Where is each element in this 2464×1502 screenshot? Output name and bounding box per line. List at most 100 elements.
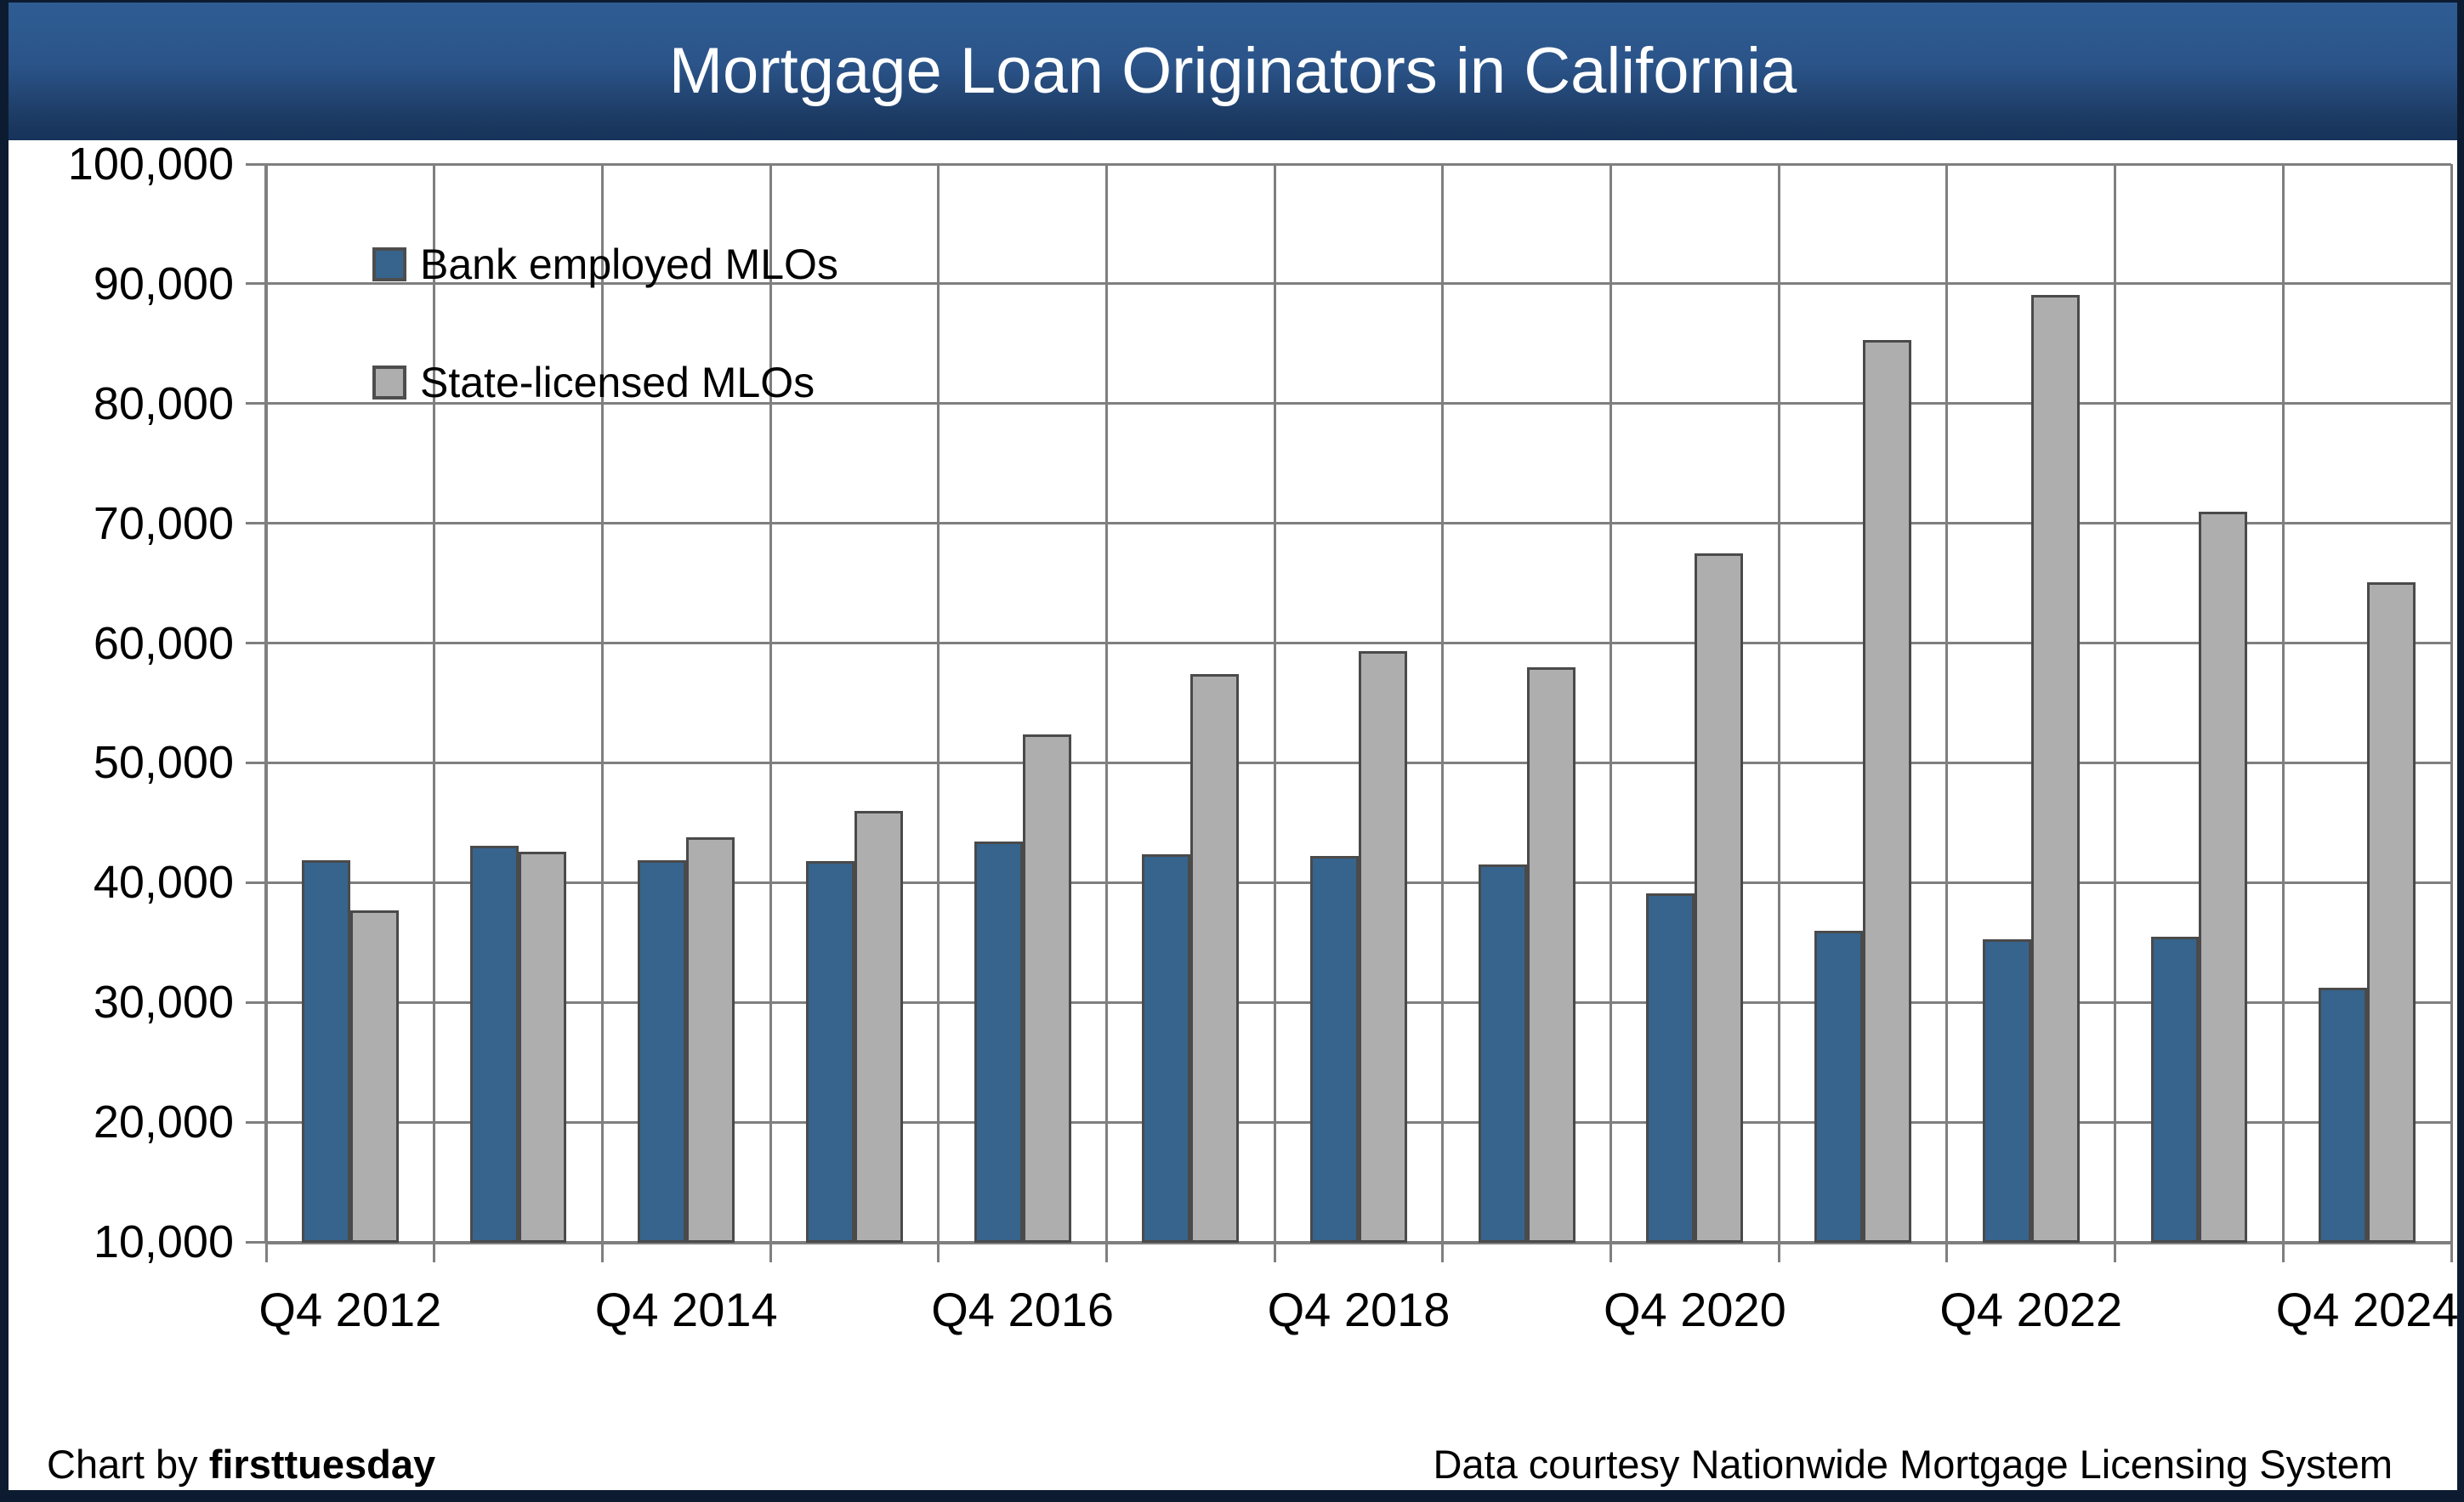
bar-bank-employed-mlos-q4-2022 (1982, 938, 2031, 1243)
bar-state-licensed-mlos-q4-2013 (518, 851, 567, 1243)
bar-state-licensed-mlos-q4-2012 (349, 910, 399, 1243)
bar-bank-employed-mlos-q4-2019 (1478, 864, 1527, 1243)
footer-brand: firsttuesday (208, 1442, 436, 1487)
legend-swatch-state-licensed-mlos (372, 366, 406, 400)
y-tick-80000 (246, 402, 266, 405)
gridline-v-3 (769, 164, 772, 1242)
legend-item-bank-employed-mlos: Bank employed MLOs (372, 240, 838, 289)
bar-bank-employed-mlos-q4-2012 (301, 859, 350, 1243)
x-tick-0 (264, 1242, 268, 1262)
bar-bank-employed-mlos-q4-2018 (1310, 856, 1359, 1243)
y-tick-100000 (246, 162, 266, 166)
bar-state-licensed-mlos-q4-2023 (2199, 511, 2248, 1243)
bar-state-licensed-mlos-q4-2016 (1022, 734, 1071, 1243)
y-axis-label-40000: 40,000 (93, 857, 234, 909)
x-tick-9 (1777, 1242, 1780, 1262)
x-tick-4 (937, 1242, 940, 1262)
footer-attribution: Chart by firsttuesday (47, 1441, 435, 1488)
x-tick-3 (769, 1242, 772, 1262)
bar-bank-employed-mlos-q4-2020 (1646, 893, 1695, 1243)
x-axis-line (266, 1241, 2451, 1244)
gridline-v-5 (1104, 164, 1108, 1242)
x-axis-label-q4-2020: Q4 2020 (1603, 1283, 1786, 1336)
x-tick-13 (2450, 1242, 2453, 1262)
bar-bank-employed-mlos-q4-2017 (1142, 853, 1191, 1243)
legend-label-bank-employed-mlos: Bank employed MLOs (420, 241, 838, 288)
y-tick-30000 (246, 1000, 266, 1004)
bar-bank-employed-mlos-q4-2016 (974, 842, 1023, 1243)
y-tick-60000 (246, 642, 266, 645)
gridline-v-8 (1610, 164, 1613, 1242)
gridline-v-2 (600, 164, 604, 1242)
y-axis-label-30000: 30,000 (93, 977, 234, 1029)
bar-state-licensed-mlos-q4-2019 (1526, 666, 1575, 1243)
x-tick-8 (1610, 1242, 1613, 1262)
legend-item-state-licensed-mlos: State-licensed MLOs (372, 358, 815, 407)
chart-header-banner: Mortgage Loan Originators in California (9, 3, 2457, 140)
gridline-v-13 (2450, 164, 2453, 1242)
footer-attribution-prefix: Chart by (47, 1442, 209, 1487)
gridline-h-70000 (266, 522, 2451, 525)
x-tick-11 (2114, 1242, 2117, 1262)
gridline-v-4 (937, 164, 940, 1242)
legend-label-state-licensed-mlos: State-licensed MLOs (420, 359, 815, 406)
x-axis-label-q4-2024: Q4 2024 (2275, 1283, 2459, 1336)
gridline-v-12 (2281, 164, 2285, 1242)
bar-bank-employed-mlos-q4-2013 (469, 845, 519, 1243)
x-tick-7 (1441, 1242, 1445, 1262)
gridline-h-100000 (266, 162, 2451, 166)
x-tick-10 (1945, 1242, 1949, 1262)
gridline-h-90000 (266, 282, 2451, 286)
gridline-h-80000 (266, 402, 2451, 405)
gridline-v-6 (1273, 164, 1276, 1242)
y-axis-label-50000: 50,000 (93, 737, 234, 789)
bar-bank-employed-mlos-q4-2014 (638, 859, 687, 1243)
bar-state-licensed-mlos-q4-2022 (2030, 294, 2080, 1243)
gridline-v-1 (433, 164, 436, 1242)
bar-state-licensed-mlos-q4-2024 (2367, 581, 2416, 1243)
bar-bank-employed-mlos-q4-2021 (1814, 930, 1864, 1243)
x-tick-5 (1104, 1242, 1108, 1262)
y-tick-10000 (246, 1240, 266, 1244)
y-tick-70000 (246, 522, 266, 525)
chart-title: Mortgage Loan Originators in California (668, 35, 1797, 107)
y-tick-20000 (246, 1120, 266, 1124)
y-tick-50000 (246, 761, 266, 764)
gridline-v-7 (1441, 164, 1445, 1242)
y-tick-40000 (246, 881, 266, 884)
legend-swatch-bank-employed-mlos (372, 247, 406, 281)
bar-state-licensed-mlos-q4-2018 (1359, 651, 1407, 1243)
bar-bank-employed-mlos-q4-2024 (2319, 988, 2368, 1243)
x-axis-label-q4-2012: Q4 2012 (258, 1283, 442, 1336)
gridline-v-10 (1945, 164, 1949, 1242)
gridline-v-11 (2114, 164, 2117, 1242)
x-axis-label-q4-2022: Q4 2022 (1939, 1283, 2123, 1336)
y-axis-label-10000: 10,000 (93, 1216, 234, 1267)
y-axis-label-80000: 80,000 (93, 377, 234, 429)
bar-state-licensed-mlos-q4-2015 (854, 810, 903, 1243)
y-tick-90000 (246, 282, 266, 286)
x-tick-12 (2281, 1242, 2285, 1262)
x-axis-label-q4-2018: Q4 2018 (1267, 1283, 1451, 1336)
bar-state-licensed-mlos-q4-2014 (686, 836, 735, 1243)
bar-state-licensed-mlos-q4-2020 (1695, 553, 1744, 1243)
x-tick-2 (600, 1242, 604, 1262)
y-axis-label-60000: 60,000 (93, 617, 234, 669)
x-axis-label-q4-2014: Q4 2014 (594, 1283, 778, 1336)
footer-data-source: Data courtesy Nationwide Mortgage Licens… (1433, 1442, 2393, 1487)
bar-bank-employed-mlos-q4-2023 (2150, 936, 2200, 1243)
x-tick-6 (1273, 1242, 1276, 1262)
y-axis-label-70000: 70,000 (93, 497, 234, 549)
y-axis-label-90000: 90,000 (93, 258, 234, 309)
bar-state-licensed-mlos-q4-2021 (1863, 340, 1911, 1243)
y-axis-label-100000: 100,000 (67, 139, 234, 190)
gridline-v-9 (1777, 164, 1780, 1242)
bar-bank-employed-mlos-q4-2015 (805, 860, 854, 1243)
y-axis-label-20000: 20,000 (93, 1097, 234, 1148)
gridline-h-60000 (266, 642, 2451, 645)
bar-state-licensed-mlos-q4-2017 (1190, 674, 1240, 1243)
x-tick-1 (433, 1242, 436, 1262)
x-axis-label-q4-2016: Q4 2016 (931, 1283, 1115, 1336)
